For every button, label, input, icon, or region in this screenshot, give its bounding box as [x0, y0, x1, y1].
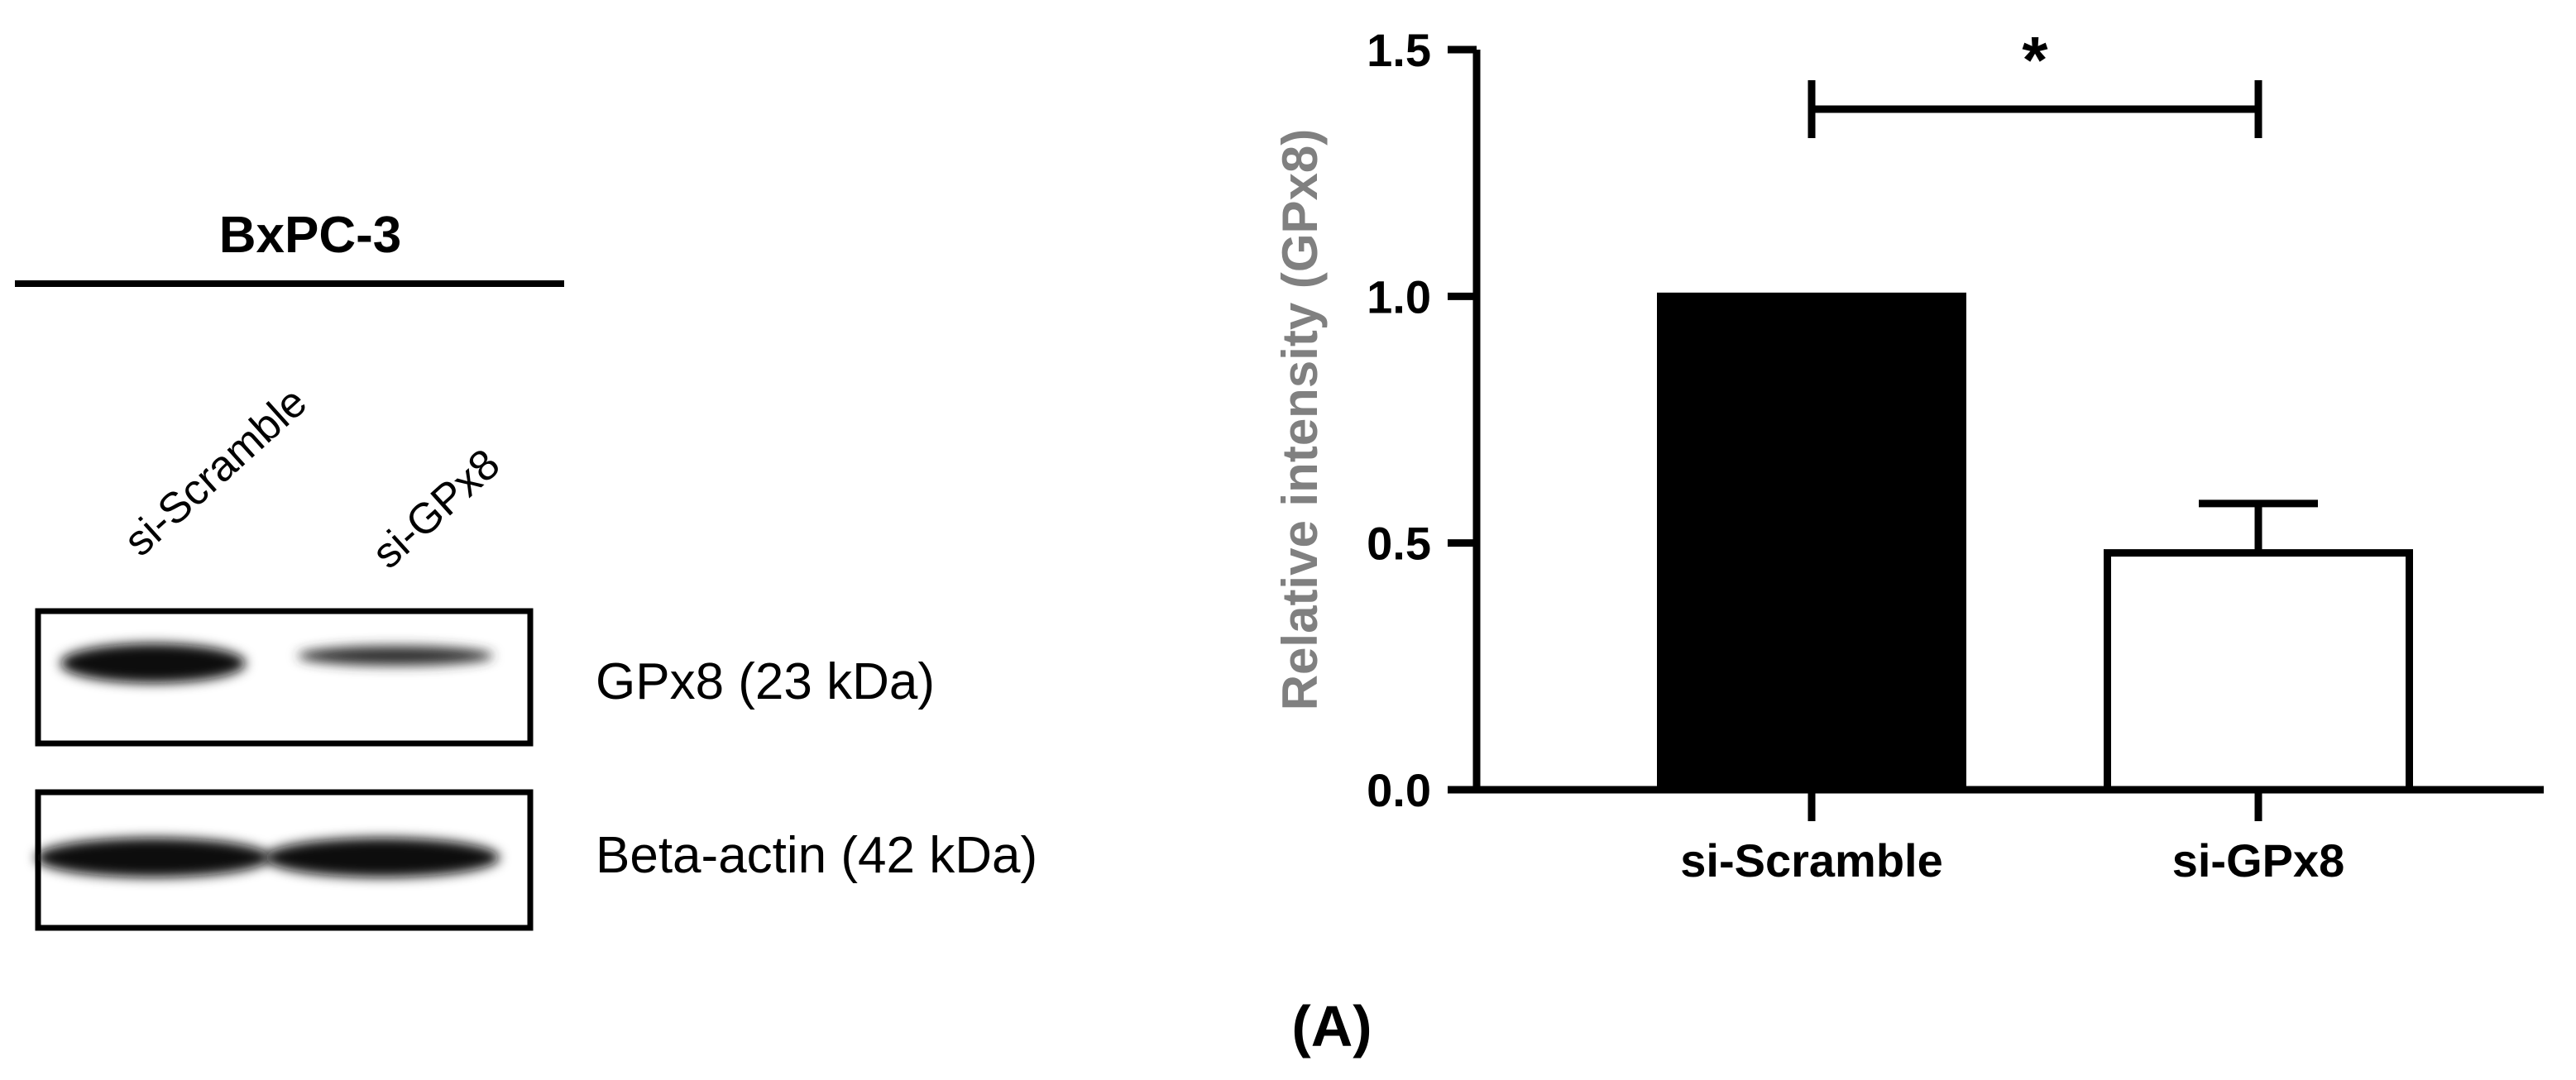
bar-si-scramble — [1657, 292, 1966, 794]
y-tick-label: 1.5 — [1367, 24, 1431, 76]
y-tick-label: 0.5 — [1367, 518, 1431, 570]
y-tick-label: 0.0 — [1367, 764, 1431, 816]
western-blot-panel: BxPC-3 si-Scramble si-GPx8 GPx8 (23 kDa)… — [15, 207, 1037, 931]
panel-label: (A) — [1291, 994, 1372, 1058]
band-label-gpx8: GPx8 (23 kDa) — [596, 653, 935, 710]
bar-chart: Relative intensity (GPx8) 0.0 0.5 1.0 1.5 s… — [1272, 23, 2544, 886]
lane-label-si-gpx8: si-GPx8 — [363, 440, 509, 578]
x-tick-label: si-GPx8 — [2172, 834, 2345, 886]
band-beta-actin-si-gpx8 — [265, 838, 500, 877]
bar-si-gpx8 — [2104, 549, 2413, 794]
blot-strip-beta-actin — [35, 789, 534, 931]
x-tick-label: si-Scramble — [1680, 834, 1943, 886]
y-tick-label: 1.0 — [1367, 270, 1431, 323]
band-gpx8-si-scramble — [60, 643, 246, 683]
y-axis-label: Relative intensity (GPx8) — [1272, 129, 1328, 711]
blot-strip-gpx8 — [35, 608, 534, 747]
band-label-beta-actin: Beta-actin (42 kDa) — [596, 827, 1037, 884]
significance-marker: * — [2022, 23, 2048, 97]
band-gpx8-si-gpx8 — [298, 646, 493, 666]
cell-line-label: BxPC-3 — [219, 207, 402, 264]
band-beta-actin-si-scramble — [36, 838, 271, 877]
lane-label-si-scramble: si-Scramble — [115, 378, 316, 566]
